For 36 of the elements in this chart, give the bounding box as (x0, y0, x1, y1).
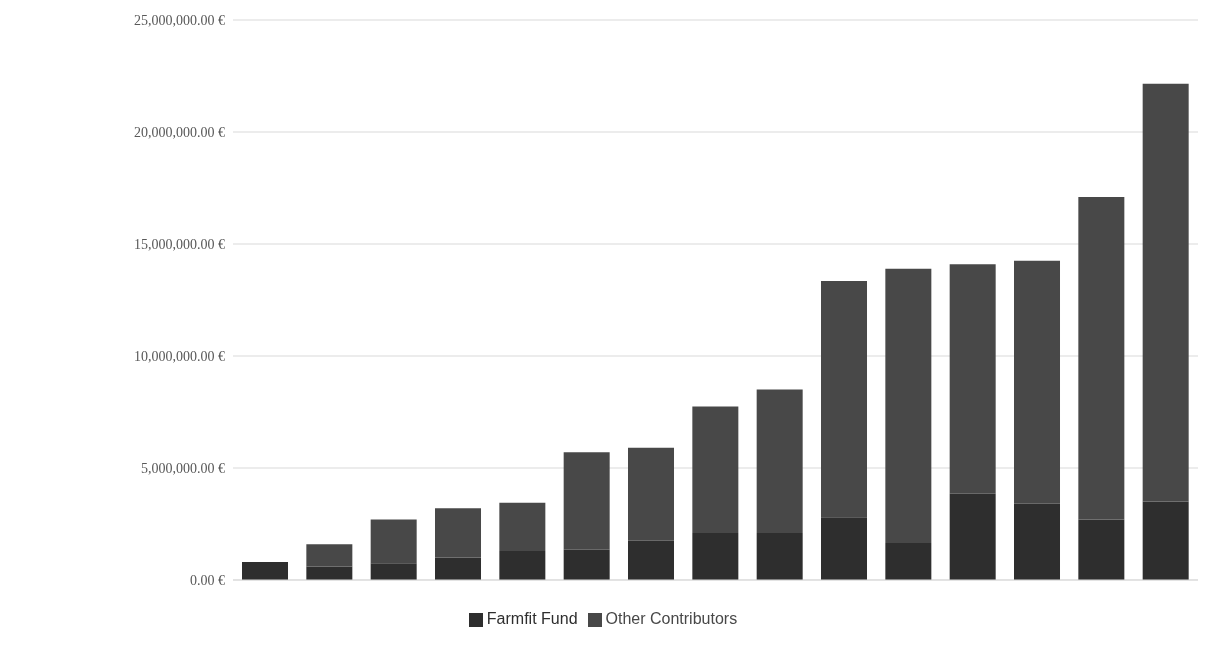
bar (821, 280, 868, 518)
legend-label: Other Contributors (605, 610, 738, 627)
bar (885, 543, 932, 580)
bar (499, 550, 546, 580)
bar (435, 557, 482, 580)
bar (1142, 501, 1189, 580)
y-tick-label: 20,000,000.00 € (134, 124, 225, 140)
bar (821, 517, 868, 580)
y-tick-label: 25,000,000.00 € (134, 12, 225, 28)
bar (370, 519, 417, 564)
bar (756, 389, 803, 533)
bar (499, 502, 546, 551)
bar (1078, 196, 1125, 520)
y-tick-label: 15,000,000.00 € (134, 236, 225, 252)
bar (370, 563, 417, 580)
bar (756, 532, 803, 580)
bar (949, 493, 996, 580)
bar (1014, 503, 1061, 580)
bar (949, 264, 996, 494)
bar (435, 508, 482, 558)
bar (563, 549, 610, 580)
bar (242, 562, 289, 580)
bar (1078, 519, 1125, 580)
legend-label: Farmfit Fund (486, 610, 578, 627)
y-tick-label: 0.00 € (190, 572, 225, 588)
y-tick-label: 5,000,000.00 € (141, 460, 225, 476)
y-tick-label: 10,000,000.00 € (134, 348, 225, 364)
bar (628, 540, 675, 580)
bar (628, 447, 675, 541)
bar (692, 406, 739, 533)
bar (563, 452, 610, 550)
bar (1142, 83, 1189, 502)
bar (306, 544, 353, 567)
bar (1014, 260, 1061, 504)
bar (692, 532, 739, 580)
bar (885, 268, 932, 544)
